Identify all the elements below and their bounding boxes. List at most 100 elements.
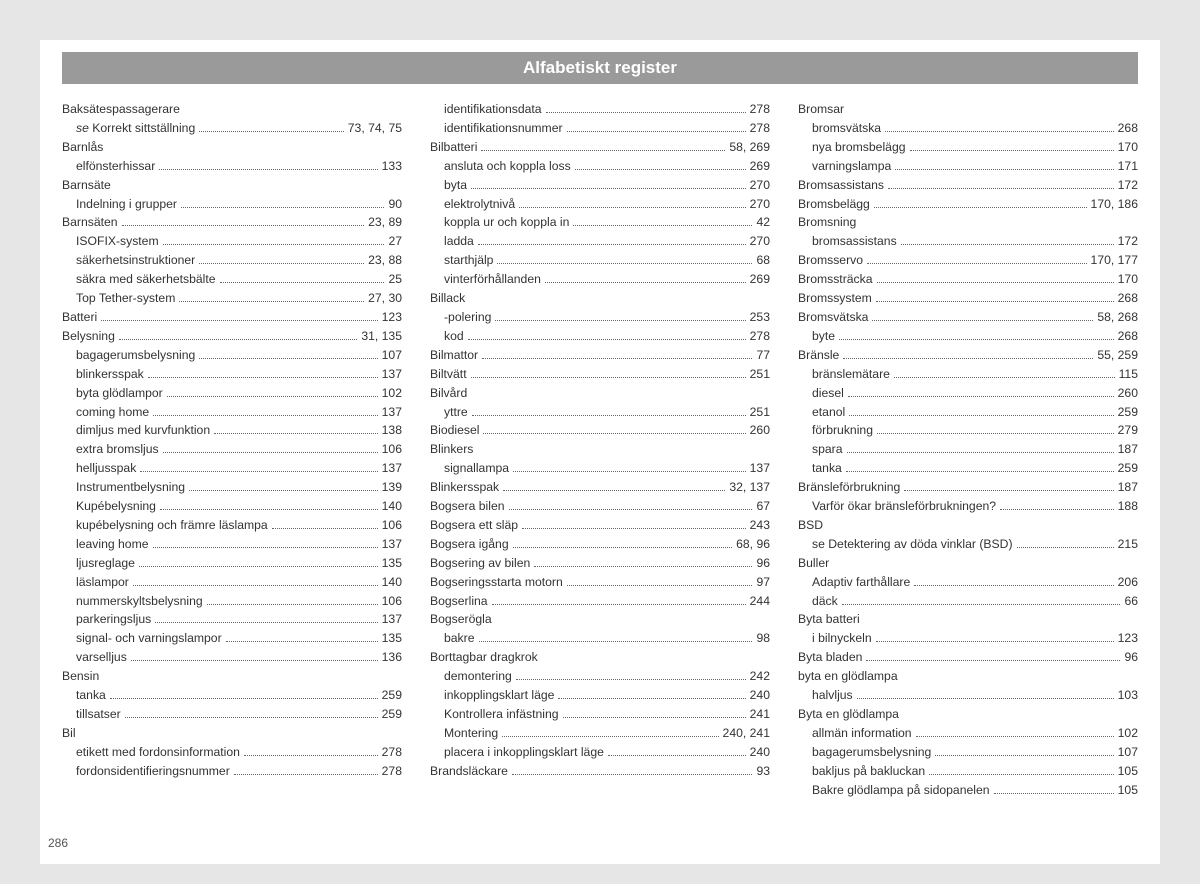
leader-dots — [842, 604, 1121, 605]
entry-pages: 137 — [382, 535, 402, 554]
index-entry: bakre98 — [430, 629, 770, 648]
entry-label: Bilmattor — [430, 346, 478, 365]
entry-pages: 270 — [750, 232, 770, 251]
index-entry: Bogsera igång68, 96 — [430, 535, 770, 554]
entry-pages: 68 — [756, 251, 770, 270]
entry-label: starthjälp — [444, 251, 493, 270]
entry-label: Top Tether-system — [76, 289, 175, 308]
entry-pages: 270 — [750, 176, 770, 195]
leader-dots — [1000, 509, 1114, 510]
entry-pages: 170 — [1118, 138, 1138, 157]
leader-dots — [479, 641, 753, 642]
leader-dots — [867, 263, 1087, 264]
entry-pages: 135 — [382, 554, 402, 573]
index-entry: parkeringsljus 137 — [62, 610, 402, 629]
entry-pages: 58, 269 — [729, 138, 770, 157]
entry-label: Bogsera igång — [430, 535, 509, 554]
entry-label: yttre — [444, 403, 468, 422]
index-entry: ansluta och koppla loss269 — [430, 157, 770, 176]
leader-dots — [877, 433, 1114, 434]
index-entry: Barnsäten23, 89 — [62, 213, 402, 232]
entry-pages: 259 — [1118, 403, 1138, 422]
entry-label: varselljus — [76, 648, 127, 667]
entry-pages: 106 — [382, 440, 402, 459]
leader-dots — [546, 112, 746, 113]
leader-dots — [272, 528, 378, 529]
entry-label: Bogsera bilen — [430, 497, 505, 516]
index-entry: fordonsidentifieringsnummer278 — [62, 762, 402, 781]
entry-pages: 42 — [756, 213, 770, 232]
index-entry: Bränsle55, 259 — [798, 346, 1138, 365]
leader-dots — [482, 358, 752, 359]
entry-label: helljusspak — [76, 459, 136, 478]
entry-pages: 98 — [756, 629, 770, 648]
entry-label: Bromssträcka — [798, 270, 873, 289]
leader-dots — [167, 396, 378, 397]
leader-dots — [244, 755, 378, 756]
index-entry: dimljus med kurvfunktion138 — [62, 421, 402, 440]
entry-pages: 67 — [756, 497, 770, 516]
entry-pages: 93 — [756, 762, 770, 781]
entry-pages: 240 — [750, 743, 770, 762]
index-entry: Bogseringsstarta motorn97 — [430, 573, 770, 592]
entry-label: vinterförhållanden — [444, 270, 541, 289]
leader-dots — [119, 339, 357, 340]
leader-dots — [888, 188, 1114, 189]
entry-pages: 27, 30 — [368, 289, 402, 308]
entry-pages: 32, 137 — [729, 478, 770, 497]
page-number: 286 — [48, 836, 68, 850]
entry-label: identifikationsdata — [444, 100, 542, 119]
entry-pages: 137 — [382, 365, 402, 384]
entry-pages: 187 — [1118, 440, 1138, 459]
entry-pages: 278 — [750, 119, 770, 138]
leader-dots — [567, 131, 746, 132]
leader-dots — [877, 282, 1114, 283]
entry-pages: 137 — [382, 610, 402, 629]
index-column-3: Bromsarbromsvätska268nya bromsbelägg170v… — [798, 100, 1138, 800]
entry-pages: 188 — [1118, 497, 1138, 516]
entry-label: Kontrollera infästning — [444, 705, 559, 724]
entry-label: Bränsleförbrukning — [798, 478, 900, 497]
entry-label: bränslemätare — [812, 365, 890, 384]
entry-pages: 23, 88 — [368, 251, 402, 270]
leader-dots — [513, 547, 733, 548]
index-entry: Bogsera bilen 67 — [430, 497, 770, 516]
index-entry: Bromsvätska58, 268 — [798, 308, 1138, 327]
index-entry: helljusspak 137 — [62, 459, 402, 478]
leader-dots — [502, 736, 718, 737]
entry-pages: 77 — [756, 346, 770, 365]
leader-dots — [608, 755, 746, 756]
index-entry: etikett med fordonsinformation278 — [62, 743, 402, 762]
leader-dots — [503, 490, 725, 491]
index-entry: Kontrollera infästning241 — [430, 705, 770, 724]
index-entry: Billack — [430, 289, 770, 308]
entry-pages: 279 — [1118, 421, 1138, 440]
index-entry: byta en glödlampa — [798, 667, 1138, 686]
page-header: Alfabetiskt register — [62, 52, 1138, 84]
entry-label: Buller — [798, 554, 829, 573]
entry-label: Barnsäte — [62, 176, 111, 195]
leader-dots — [847, 452, 1114, 453]
entry-label: ansluta och koppla loss — [444, 157, 571, 176]
index-entry: se Detektering av döda vinklar (BSD)215 — [798, 535, 1138, 554]
entry-label: Bogserögla — [430, 610, 492, 629]
entry-label: Batteri — [62, 308, 97, 327]
entry-pages: 240 — [750, 686, 770, 705]
index-entry: Bilmattor 77 — [430, 346, 770, 365]
entry-pages: 103 — [1118, 686, 1138, 705]
leader-dots — [181, 207, 384, 208]
entry-label: Byta batteri — [798, 610, 860, 629]
entry-pages: 137 — [382, 459, 402, 478]
entry-label: parkeringsljus — [76, 610, 151, 629]
entry-label: BSD — [798, 516, 823, 535]
leader-dots — [122, 225, 365, 226]
entry-pages: 58, 268 — [1097, 308, 1138, 327]
index-entry: ladda270 — [430, 232, 770, 251]
index-entry: kod278 — [430, 327, 770, 346]
entry-pages: 140 — [382, 497, 402, 516]
entry-label: demontering — [444, 667, 512, 686]
entry-label: Kupébelysning — [76, 497, 156, 516]
entry-pages: 268 — [1118, 327, 1138, 346]
leader-dots — [110, 698, 378, 699]
entry-label: kod — [444, 327, 464, 346]
